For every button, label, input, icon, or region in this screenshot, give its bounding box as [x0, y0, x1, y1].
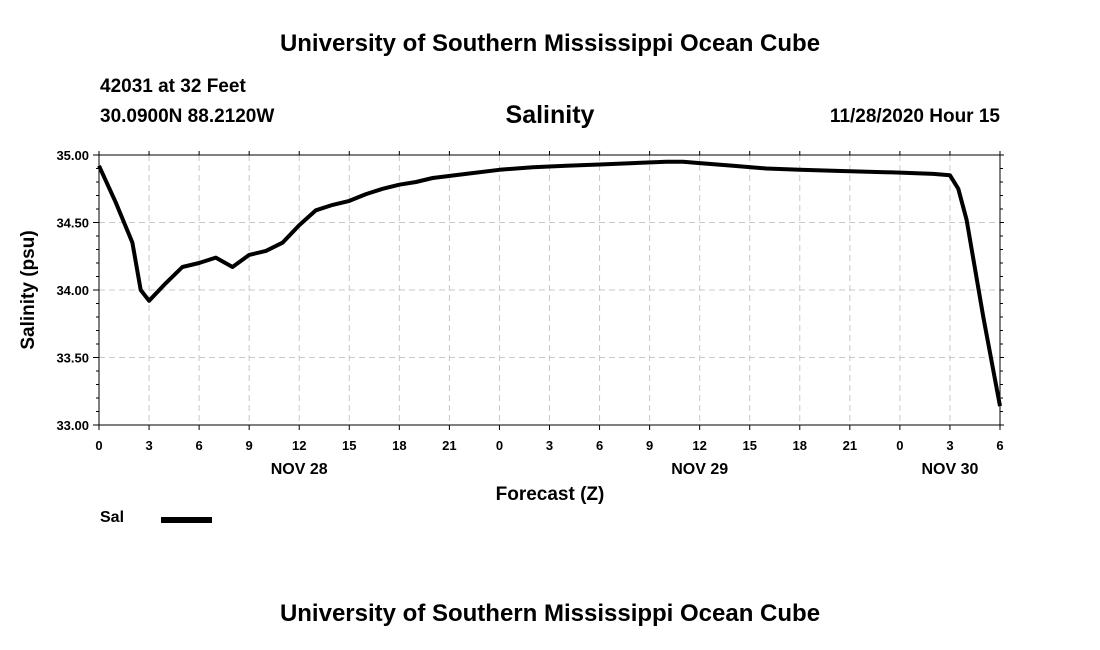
x-tick-label: 0: [496, 438, 503, 453]
x-tick-label: 3: [546, 438, 553, 453]
y-tick-label: 33.00: [56, 418, 89, 433]
date-label: NOV 28: [271, 461, 328, 478]
x-tick-label: 15: [742, 438, 756, 453]
x-tick-label: 12: [292, 438, 306, 453]
chart-series: [97, 159, 1002, 407]
chart-ticks: [93, 151, 1004, 430]
x-tick-label: 18: [793, 438, 807, 453]
y-tick-label: 33.50: [56, 351, 89, 366]
x-tick-label: 21: [843, 438, 857, 453]
chart-labels: 0 3 6 9 12 15 18 21 0 3 6 9 12 15 18 21 0 3 6 33.00 33.50 34.…: [56, 148, 1003, 478]
x-tick-label: 9: [246, 438, 253, 453]
series-line-sal: [97, 159, 1002, 407]
y-tick-label: 34.50: [56, 216, 89, 231]
x-tick-label: 6: [996, 438, 1003, 453]
x-axis-label: Forecast (Z): [496, 484, 605, 505]
x-tick-label: 9: [646, 438, 653, 453]
x-tick-label: 3: [946, 438, 953, 453]
y-axis-label: Salinity (psu): [18, 230, 39, 349]
timestamp-label: 11/28/2020 Hour 15: [829, 106, 1000, 127]
top-title: University of Southern Mississippi Ocean…: [279, 30, 821, 57]
y-tick-label: 35.00: [56, 148, 89, 163]
coordinates-label: 30.0900N 88.2120W: [100, 106, 275, 127]
legend-label: Sal: [100, 509, 125, 526]
x-tick-label: 15: [342, 438, 356, 453]
chart-grid: [99, 155, 1000, 425]
plot-frame: [98, 154, 1001, 426]
date-label: NOV 30: [921, 461, 978, 478]
x-tick-label: 0: [95, 438, 102, 453]
x-tick-label: 0: [896, 438, 903, 453]
chart-title: Salinity: [505, 101, 595, 129]
x-tick-label: 18: [392, 438, 406, 453]
bottom-title: University of Southern Mississippi Ocean…: [279, 600, 821, 627]
date-label: NOV 29: [671, 461, 728, 478]
station-label: 42031 at 32 Feet: [100, 76, 246, 97]
y-tick-label: 34.00: [56, 283, 89, 298]
x-tick-label: 6: [596, 438, 603, 453]
legend-swatch: [161, 517, 212, 523]
x-tick-label: 12: [692, 438, 706, 453]
x-tick-label: 6: [195, 438, 202, 453]
x-tick-label: 3: [145, 438, 152, 453]
x-tick-label: 21: [442, 438, 456, 453]
